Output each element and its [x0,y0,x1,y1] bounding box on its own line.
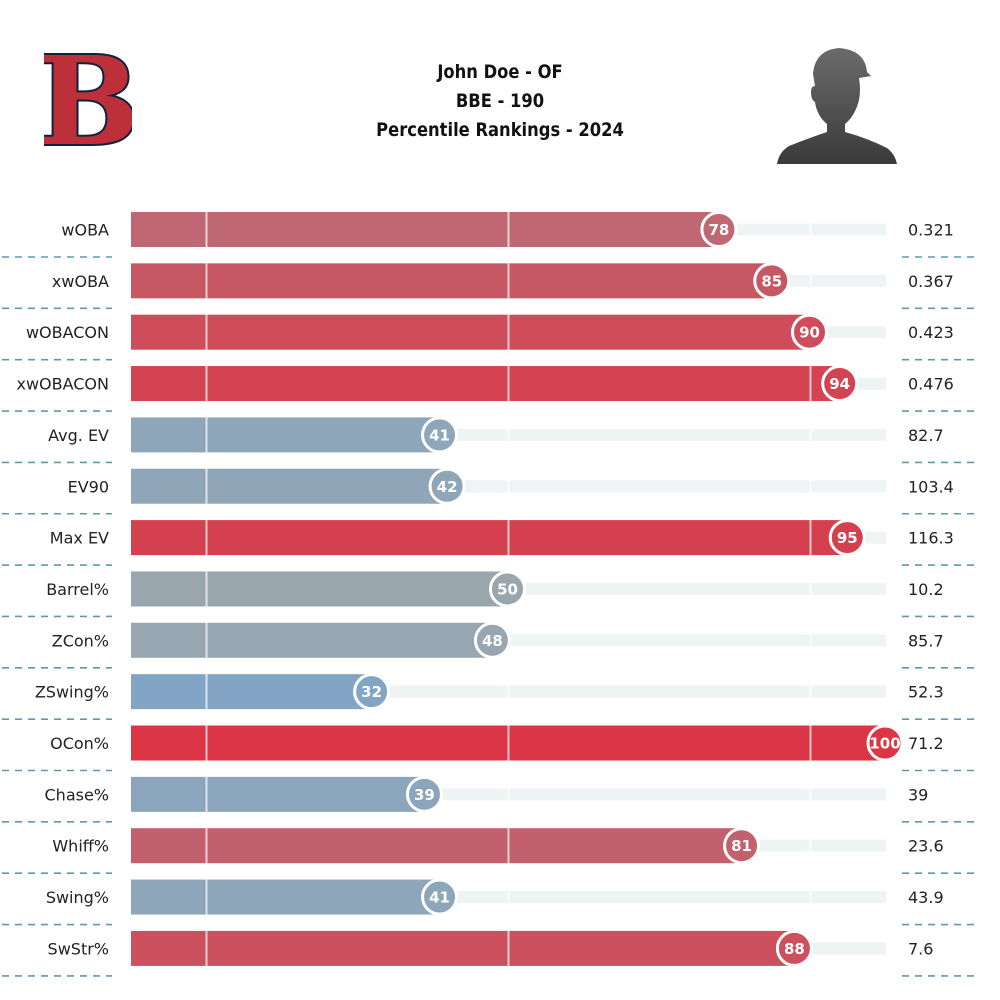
logo-letter: B [44,40,132,160]
category-label: SwStr% [48,939,109,958]
player-silhouette-icon [777,48,897,164]
percentile-marker [421,416,459,454]
stat-value: 0.476 [908,375,954,394]
percentile-label: 81 [731,837,752,855]
stat-value: 23.6 [908,837,944,856]
percentile-marker [489,570,526,608]
bar [131,828,743,864]
percentile-marker [791,313,828,351]
percentile-marker [428,467,466,505]
percentile-marker [821,365,859,403]
bar [131,417,441,453]
category-label: Barrel% [46,580,109,599]
stat-value: 43.9 [908,888,944,907]
percentile-label: 88 [784,940,805,958]
bar [131,468,449,504]
chart-title: John Doe - OF BBE - 190 Percentile Ranki… [328,58,672,145]
percentile-label: 42 [437,478,458,496]
category-label: Avg. EV [48,426,109,445]
category-label: EV90 [68,477,109,496]
stat-value: 0.423 [908,323,954,342]
bar [131,520,849,556]
bar [131,622,494,658]
stat-value: 71.2 [908,734,944,753]
percentile-label: 41 [429,889,450,907]
percentile-marker [421,878,459,916]
stat-value: 82.7 [908,426,944,445]
percentile-marker [753,262,791,300]
stat-value: 0.321 [908,221,954,240]
category-label: xwOBA [52,272,109,291]
team-logo: B [44,40,132,160]
percentile-label: 94 [829,375,850,393]
percentile-label: 48 [482,632,503,650]
percentile-marker [353,673,391,711]
percentile-marker [775,929,813,967]
bar [131,776,426,812]
percentile-label: 100 [869,735,900,753]
stat-value: 10.2 [908,580,944,599]
stat-value: 0.367 [908,272,954,291]
percentile-marker [828,519,866,557]
category-label: ZCon% [52,631,109,650]
stat-value: 39 [908,785,928,804]
bar [131,314,811,350]
bar [131,930,796,966]
stat-value: 7.6 [908,939,933,958]
bar [131,366,841,402]
stat-value: 85.7 [908,631,944,650]
percentile-label: 85 [761,272,782,290]
category-label: ZSwing% [35,683,109,702]
percentile-marker [866,724,904,762]
stat-value: 52.3 [908,683,944,702]
stat-value: 103.4 [908,477,954,496]
category-label: xwOBACON [16,375,109,394]
title-player: John Doe - OF [437,61,563,83]
bar [131,674,373,710]
title-bbe: BBE - 190 [455,90,545,112]
category-label: Chase% [45,785,110,804]
percentile-marker [700,211,738,248]
percentile-label: 32 [361,683,382,701]
category-label: Swing% [46,888,109,907]
percentile-marker [405,775,443,813]
bar [131,212,720,247]
stat-value: 116.3 [908,529,954,548]
percentile-label: 41 [429,426,450,444]
category-label: wOBA [61,221,109,240]
percentile-label: 90 [799,324,820,342]
bar [131,571,509,607]
bar [131,879,441,915]
percentile-label: 95 [837,529,858,547]
percentile-marker [473,621,511,659]
percentile-label: 39 [414,786,435,804]
percentile-label: 50 [497,580,518,598]
percentile-label: 78 [708,221,729,239]
title-rankings: Percentile Rankings - 2024 [376,119,624,141]
category-label: wOBACON [26,323,109,342]
percentile-marker [723,827,761,865]
bar [131,263,773,299]
category-label: Max EV [50,529,109,548]
category-label: Whiff% [52,837,109,856]
category-label: OCon% [50,734,109,753]
